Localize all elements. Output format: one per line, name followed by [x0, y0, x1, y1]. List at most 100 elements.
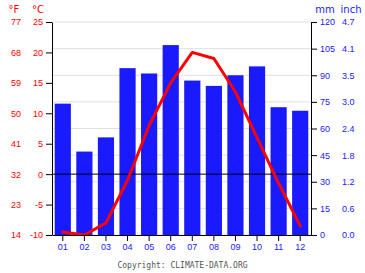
tick-label: 23 [11, 200, 21, 210]
tick-mark [235, 235, 236, 241]
tick-label: 0.6 [342, 204, 355, 214]
tick-mark [311, 22, 317, 23]
tick: 3.5 [342, 71, 355, 81]
reference-line [52, 174, 311, 175]
tick-label: 1.2 [342, 177, 355, 187]
bar [76, 152, 92, 235]
bar [184, 81, 200, 235]
tick-mark [192, 235, 193, 241]
line [63, 52, 300, 235]
tick-label: 77 [11, 17, 21, 27]
tick: 105 [311, 44, 335, 54]
tick-label: 59 [11, 78, 21, 88]
bars [55, 45, 309, 235]
tick-label: 08 [209, 242, 219, 252]
axis: 0153045607590105120 [311, 17, 335, 240]
tick-label: 1.8 [342, 151, 355, 161]
tick-label: 0 [38, 170, 43, 180]
tick: 120 [311, 17, 335, 27]
tick-label: 0 [320, 230, 325, 240]
tick-label: 10 [33, 109, 43, 119]
caption: Copyright: CLIMATE-DATA.ORG [117, 261, 247, 270]
grid-line [52, 101, 311, 102]
tick-label: 05 [144, 242, 154, 252]
tick-mark [300, 235, 301, 241]
tick-mark [278, 235, 279, 241]
tick: 45 [311, 151, 330, 161]
tick-mark [311, 235, 317, 236]
tick-mark [127, 235, 128, 241]
axis-title: inch [341, 4, 362, 15]
tick-label: 06 [166, 242, 176, 252]
tick-label: 2.4 [342, 124, 355, 134]
tick: 14 [11, 230, 21, 240]
tick-label: 15 [33, 78, 43, 88]
tick-mark [257, 235, 258, 241]
tick-label: 45 [320, 151, 330, 161]
tick: 41 [11, 139, 21, 149]
tick-mark [311, 102, 317, 103]
tick-mark [46, 52, 52, 53]
tick: 32 [11, 170, 21, 180]
tick-label: 15 [320, 204, 330, 214]
tick: 0 [311, 230, 325, 240]
tick: 5 [38, 139, 52, 149]
tick: 59 [11, 78, 21, 88]
tick-mark [46, 235, 52, 236]
tick-label: 68 [11, 48, 21, 58]
tick-label: 14 [11, 230, 21, 240]
axis: 0.00.61.21.82.43.03.54.14.7 [342, 17, 355, 240]
tick-mark [170, 235, 171, 241]
tick: 15 [33, 78, 52, 88]
axis-line [52, 23, 53, 236]
tick: 1.2 [342, 177, 355, 187]
tick: 04 [123, 235, 133, 252]
tick-mark [46, 144, 52, 145]
axis: 14 23 32 41 50 59 68 77 [11, 17, 21, 240]
tick: 05 [144, 235, 154, 252]
tick-mark [311, 182, 317, 183]
tick-mark [46, 83, 52, 84]
axis-line [53, 235, 312, 236]
tick-label: 4.1 [342, 44, 355, 54]
tick: 60 [311, 124, 330, 134]
tick-label: 75 [320, 97, 330, 107]
tick: 02 [79, 235, 89, 252]
tick: 4.1 [342, 44, 355, 54]
tick-label: 3.5 [342, 71, 355, 81]
axis: 010203040506070809101112 [53, 235, 312, 252]
tick-label: -10 [30, 230, 43, 240]
tick-label: 90 [320, 71, 330, 81]
tick: 75 [311, 97, 330, 107]
bar [55, 104, 71, 235]
tick: 23 [11, 200, 21, 210]
axis-title: mm [315, 4, 334, 15]
tick-mark [311, 129, 317, 130]
tick-mark [311, 49, 317, 50]
grid [52, 22, 311, 235]
tick-label: 11 [274, 242, 283, 252]
tick: 90 [311, 71, 330, 81]
tick-label: 5 [38, 139, 43, 149]
tick: 50 [11, 109, 21, 119]
bar [206, 86, 222, 235]
tick-label: 20 [33, 48, 43, 58]
tick-label: 41 [11, 139, 21, 149]
tick: 03 [101, 235, 111, 252]
tick-label: 32 [11, 170, 21, 180]
tick: 2.4 [342, 124, 355, 134]
tick: 68 [11, 48, 21, 58]
tick-label: 25 [33, 17, 43, 27]
tick-label: 07 [187, 242, 197, 252]
axis-title: °F [9, 4, 20, 15]
tick-mark [149, 235, 150, 241]
tick: 01 [58, 235, 68, 252]
bar [227, 75, 243, 235]
tick: 3.0 [342, 97, 355, 107]
tick: 09 [230, 235, 240, 252]
grid-line [52, 48, 311, 49]
grid-line [52, 75, 311, 76]
tick-label: 10 [252, 242, 262, 252]
tick: -10 [30, 230, 52, 240]
tick-label: 02 [79, 242, 89, 252]
